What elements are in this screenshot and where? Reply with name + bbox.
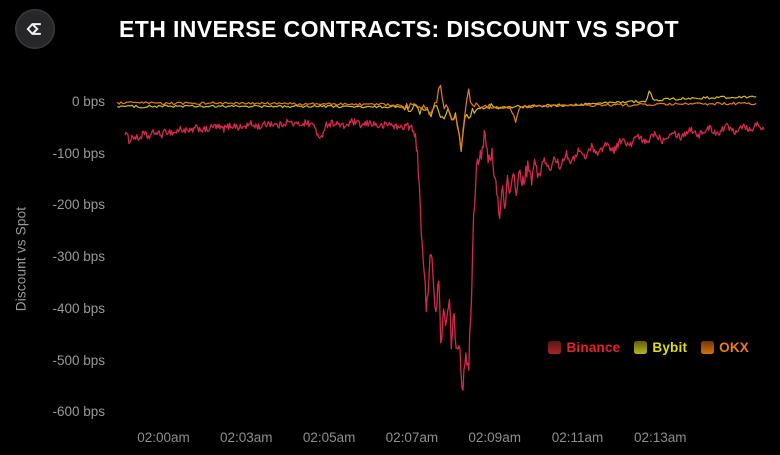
x-tick-label: 02:13am <box>634 430 687 445</box>
velo-logo[interactable] <box>15 9 55 49</box>
sigma-logo-icon <box>26 23 41 35</box>
x-tick-label: 02:03am <box>220 430 273 445</box>
y-tick-label: 0 bps <box>71 94 105 109</box>
x-tick-label: 02:11am <box>551 430 604 445</box>
legend-swatch-okx <box>701 341 715 354</box>
header: ETH INVERSE CONTRACTS: DISCOUNT VS SPOT <box>15 9 679 49</box>
legend-label: OKX <box>719 340 749 355</box>
legend-item-binance[interactable]: Binance <box>548 340 620 355</box>
chart-title: ETH INVERSE CONTRACTS: DISCOUNT VS SPOT <box>119 15 679 42</box>
legend-label: Binance <box>566 340 621 355</box>
legend-swatch-binance <box>548 341 562 354</box>
series-line-okx <box>116 84 757 152</box>
y-tick-label: -200 bps <box>52 197 105 213</box>
x-tick-label: 02:09am <box>468 430 521 445</box>
y-tick-label: -400 bps <box>52 300 105 316</box>
series-line-bybit <box>117 90 757 152</box>
legend-label: Bybit <box>652 340 688 355</box>
y-tick-label: -100 bps <box>52 145 105 161</box>
legend-item-bybit[interactable]: Bybit <box>634 340 687 355</box>
y-tick-label: -500 bps <box>52 352 105 368</box>
series-line-binance <box>124 118 765 391</box>
x-tick-label: 02:00am <box>137 430 190 445</box>
chart-legend: Binance Bybit OKX <box>548 340 749 355</box>
y-tick-label: -300 bps <box>52 249 105 265</box>
legend-item-okx[interactable]: OKX <box>701 340 749 355</box>
x-tick-label: 02:07am <box>385 430 439 445</box>
x-tick-label: 02:05am <box>302 430 356 445</box>
y-tick-label: -600 bps <box>52 404 105 420</box>
legend-swatch-bybit <box>634 341 648 354</box>
